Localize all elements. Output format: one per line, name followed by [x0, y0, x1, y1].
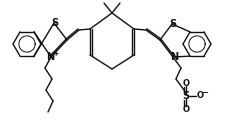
Text: S: S	[182, 91, 189, 101]
Text: N: N	[46, 52, 54, 62]
Text: S: S	[52, 18, 58, 28]
Text: −: −	[202, 89, 209, 98]
Text: N: N	[170, 52, 178, 62]
Text: S: S	[169, 19, 177, 29]
Text: +: +	[52, 48, 58, 58]
Text: O: O	[182, 105, 189, 113]
Text: O: O	[182, 79, 189, 88]
Text: O: O	[196, 92, 203, 101]
